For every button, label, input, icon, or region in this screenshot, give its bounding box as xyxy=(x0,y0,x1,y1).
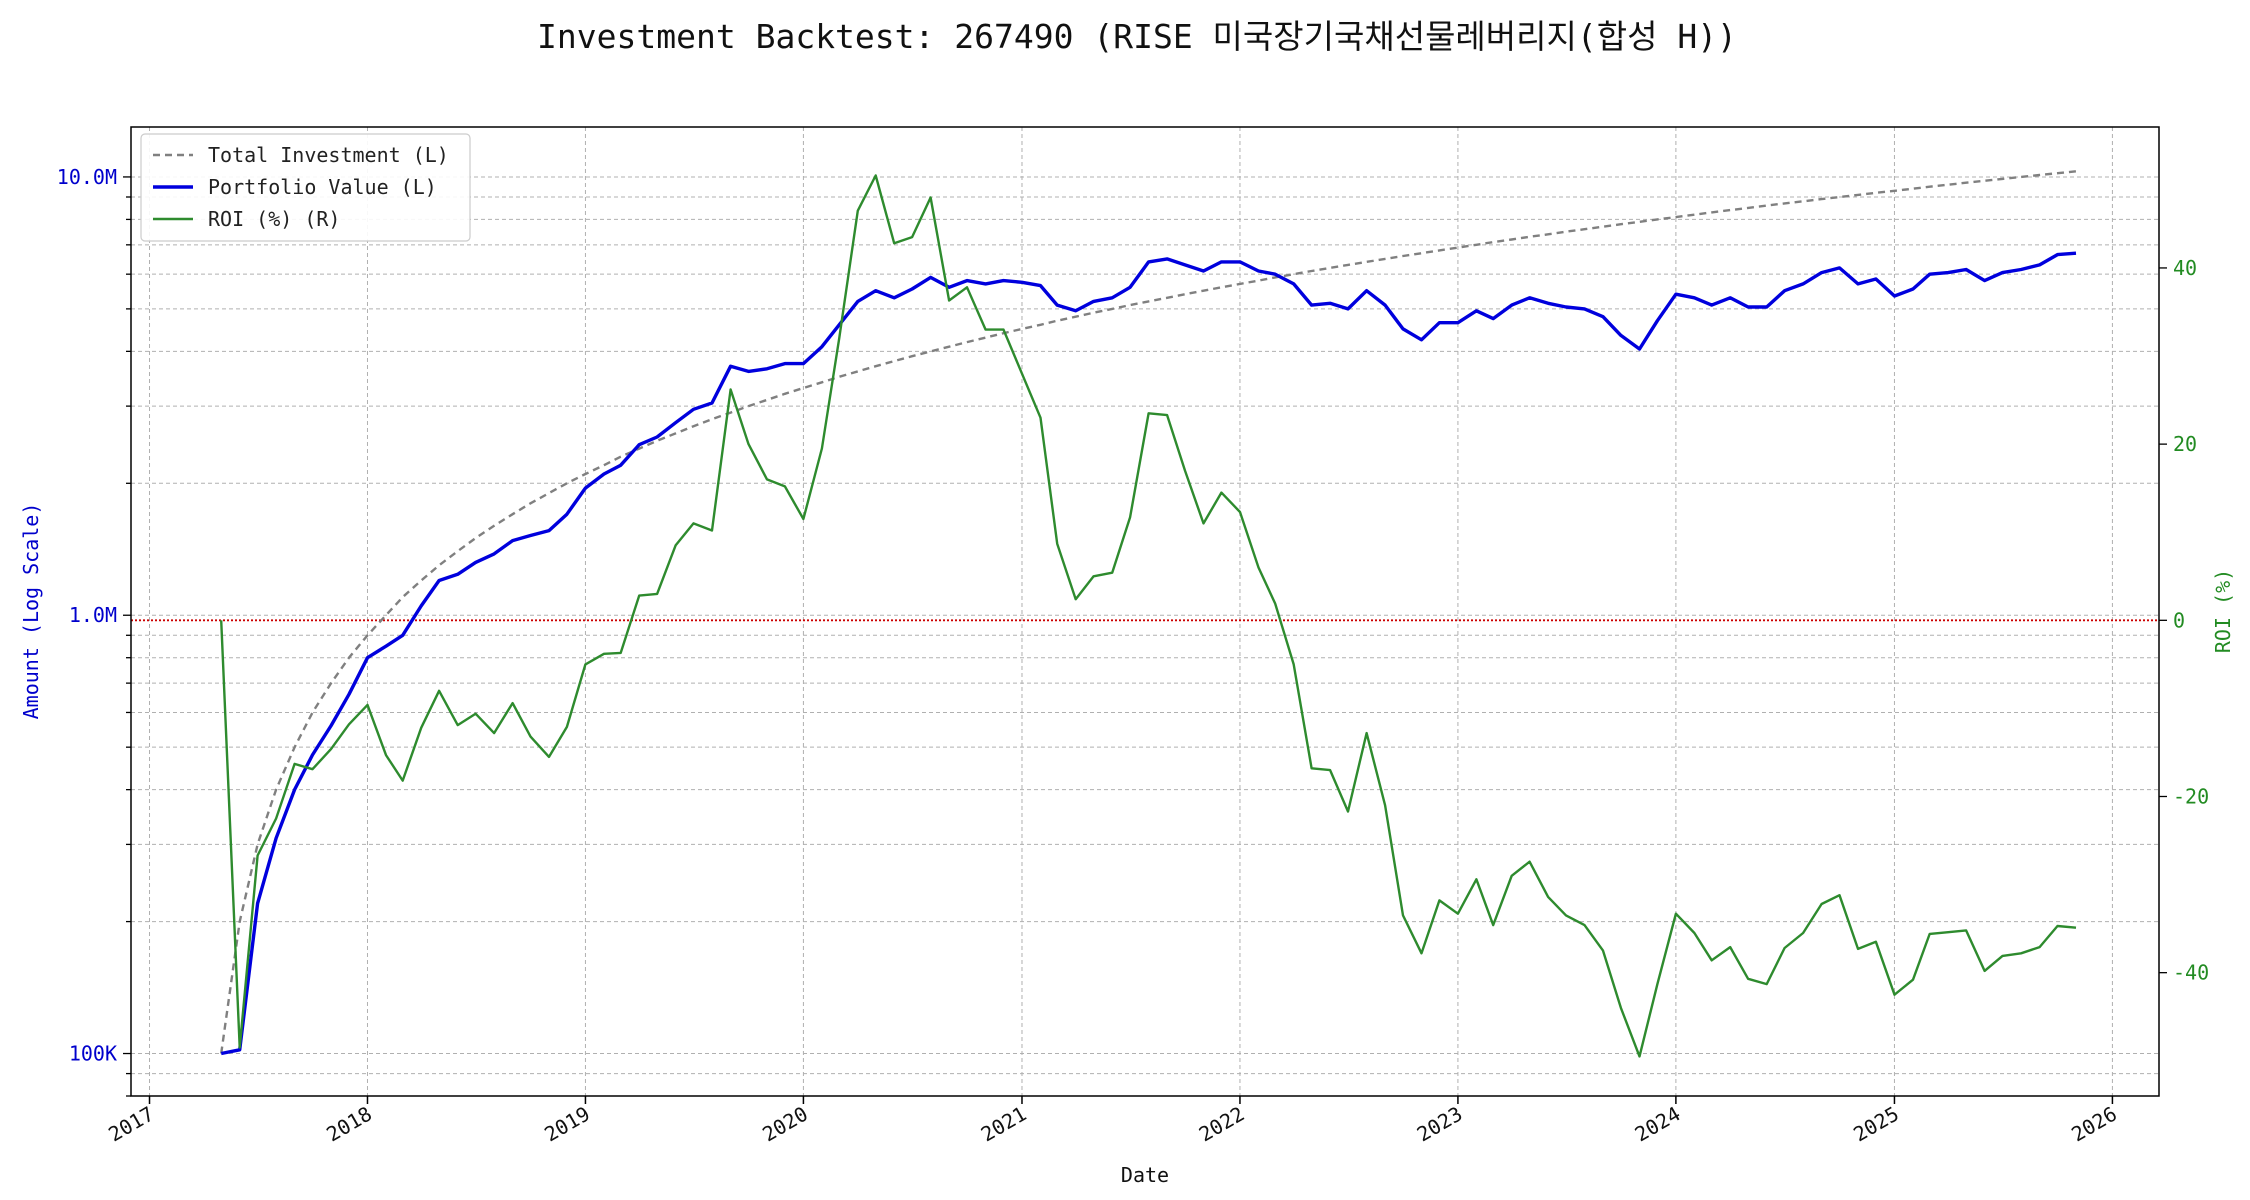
x-tick-label-2024: 2024 xyxy=(1631,1102,1685,1147)
x-tick-label-2025: 2025 xyxy=(1849,1102,1903,1147)
x-tick-label-2026: 2026 xyxy=(2067,1102,2121,1147)
left-tick-label-10.0M: 10.0M xyxy=(57,165,117,189)
x-tick-label-2021: 2021 xyxy=(977,1102,1031,1147)
legend: Total Investment (L) Portfolio Value (L)… xyxy=(140,133,471,242)
series-total-investment-line xyxy=(220,170,2077,1054)
legend-box xyxy=(140,133,471,242)
right-tick-label-0: 0 xyxy=(2173,608,2185,632)
right-tick-label--40: -40 xyxy=(2173,961,2209,985)
chart-title: Investment Backtest: 267490 (RISE 미국장기국채… xyxy=(537,17,1737,56)
legend-label-portfolio-value: Portfolio Value (L) xyxy=(208,175,437,199)
x-axis: 2017 2018 2019 2020 2021 2022 2023 2024 2025 2026 xyxy=(104,1096,2121,1146)
x-tick-label-2017: 2017 xyxy=(104,1102,158,1147)
x-tick-label-2019: 2019 xyxy=(540,1102,594,1147)
right-tick-label--20: -20 xyxy=(2173,784,2209,808)
plot-frame xyxy=(130,126,2160,1097)
left-tick-label-100K: 100K xyxy=(69,1042,117,1066)
x-axis-label: Date xyxy=(1121,1163,1169,1187)
series-roi-line xyxy=(220,174,2077,1058)
left-y-axis-label: Amount (Log Scale) xyxy=(19,503,43,720)
left-tick-label-1.0M: 1.0M xyxy=(69,603,117,627)
x-tick-label-2018: 2018 xyxy=(322,1102,376,1147)
legend-label-total-investment: Total Investment (L) xyxy=(208,143,449,167)
series-group xyxy=(220,170,2077,1058)
grid xyxy=(131,127,2159,1097)
right-y-axis: -40 -20 0 20 40 xyxy=(2159,256,2209,985)
legend-label-roi: ROI (%) (R) xyxy=(208,207,340,231)
right-y-axis-label: ROI (%) xyxy=(2211,569,2235,653)
series-portfolio-value-line xyxy=(220,251,2077,1056)
right-tick-label-40: 40 xyxy=(2173,256,2197,280)
left-y-axis: 100K 1.0M 10.0M xyxy=(57,165,131,1097)
x-tick-label-2023: 2023 xyxy=(1413,1102,1467,1147)
x-tick-label-2020: 2020 xyxy=(758,1102,812,1147)
x-tick-label-2022: 2022 xyxy=(1195,1102,1249,1147)
right-tick-label-20: 20 xyxy=(2173,432,2197,456)
